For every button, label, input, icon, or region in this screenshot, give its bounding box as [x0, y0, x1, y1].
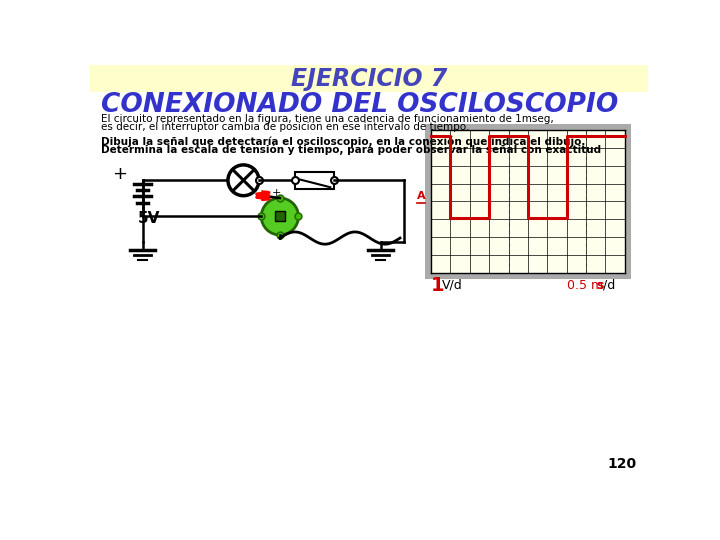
Text: CONEXIONADO DEL OSCILOSCOPIO: CONEXIONADO DEL OSCILOSCOPIO: [101, 92, 618, 118]
Text: El circuito representado en la figura, tiene una cadencia de funcionamiento de 1: El circuito representado en la figura, t…: [101, 114, 554, 124]
Circle shape: [261, 198, 299, 235]
Text: +: +: [271, 188, 281, 198]
Text: 120: 120: [607, 457, 636, 471]
Text: Determina la escala de tensión y tiempo, para poder observar la señal con exacti: Determina la escala de tensión y tiempo,…: [101, 144, 601, 155]
Text: EJERCICIO 7: EJERCICIO 7: [291, 66, 447, 91]
Text: s: s: [596, 279, 603, 292]
Bar: [295, 172, 334, 189]
Text: 0.5 m: 0.5 m: [567, 279, 603, 292]
Text: +: +: [112, 165, 127, 183]
Bar: [431, 130, 625, 273]
Bar: [90, 65, 648, 92]
Text: A: A: [417, 191, 426, 201]
Text: V/d: V/d: [442, 279, 463, 292]
Text: 5V: 5V: [138, 211, 160, 226]
Text: /d: /d: [603, 279, 616, 292]
Bar: [425, 124, 631, 279]
Text: 1: 1: [431, 275, 445, 294]
Text: es decir, el interruptor cambia de posición en ese intervalo de tiempo.: es decir, el interruptor cambia de posic…: [101, 121, 469, 132]
Text: Dibuja la señal que detectaría el osciloscopio, en la conexión que indica el dib: Dibuja la señal que detectaría el oscilo…: [101, 137, 585, 147]
Bar: [275, 212, 285, 221]
